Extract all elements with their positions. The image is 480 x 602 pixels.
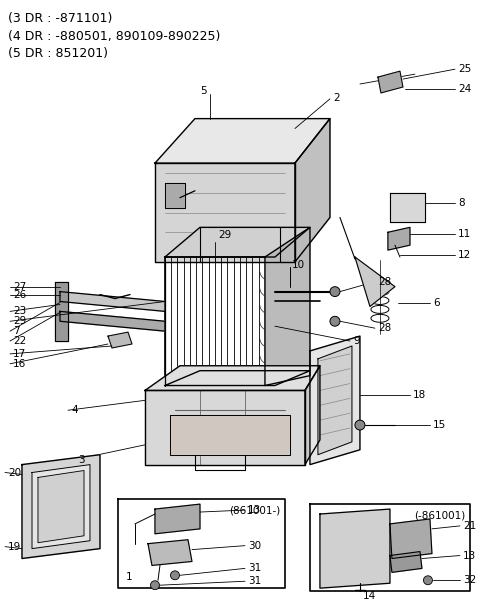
Polygon shape bbox=[295, 119, 330, 262]
Text: 8: 8 bbox=[458, 197, 465, 208]
Text: 31: 31 bbox=[248, 576, 261, 586]
Text: 28: 28 bbox=[378, 323, 391, 333]
Circle shape bbox=[330, 316, 340, 326]
Text: (-861001): (-861001) bbox=[414, 510, 465, 520]
Text: 32: 32 bbox=[463, 576, 476, 585]
Polygon shape bbox=[22, 455, 100, 559]
Text: 27: 27 bbox=[13, 282, 26, 291]
Circle shape bbox=[355, 420, 365, 430]
Polygon shape bbox=[32, 465, 90, 548]
Text: 25: 25 bbox=[458, 64, 471, 74]
Text: 3: 3 bbox=[78, 455, 84, 465]
Polygon shape bbox=[310, 336, 360, 465]
Polygon shape bbox=[108, 332, 132, 348]
Text: 11: 11 bbox=[458, 229, 471, 239]
Text: (4 DR : -880501, 890109-890225): (4 DR : -880501, 890109-890225) bbox=[8, 29, 220, 43]
Polygon shape bbox=[165, 183, 185, 208]
Circle shape bbox=[423, 576, 432, 585]
Text: 15: 15 bbox=[433, 420, 446, 430]
Polygon shape bbox=[390, 551, 422, 573]
Polygon shape bbox=[55, 282, 68, 341]
Text: (3 DR : -871101): (3 DR : -871101) bbox=[8, 12, 112, 25]
Text: 7: 7 bbox=[13, 326, 20, 336]
Polygon shape bbox=[355, 257, 395, 306]
Polygon shape bbox=[155, 163, 295, 262]
Text: 31: 31 bbox=[248, 563, 261, 573]
Polygon shape bbox=[265, 228, 310, 385]
Text: 13: 13 bbox=[248, 505, 261, 515]
Text: 24: 24 bbox=[458, 84, 471, 94]
Polygon shape bbox=[60, 291, 165, 311]
Circle shape bbox=[150, 581, 159, 589]
Text: 2: 2 bbox=[333, 93, 339, 103]
Polygon shape bbox=[165, 371, 310, 385]
Polygon shape bbox=[305, 366, 320, 465]
Text: 29: 29 bbox=[218, 230, 231, 240]
Polygon shape bbox=[165, 228, 310, 257]
Text: 10: 10 bbox=[292, 260, 305, 270]
Text: 9: 9 bbox=[353, 336, 360, 346]
Text: 17: 17 bbox=[13, 349, 26, 359]
Text: 29: 29 bbox=[13, 316, 26, 326]
Polygon shape bbox=[148, 540, 192, 565]
Text: 13: 13 bbox=[463, 551, 476, 560]
Text: 6: 6 bbox=[433, 299, 440, 308]
Circle shape bbox=[170, 571, 180, 580]
Polygon shape bbox=[155, 504, 200, 534]
Text: 5: 5 bbox=[200, 86, 207, 96]
Polygon shape bbox=[318, 346, 352, 455]
Polygon shape bbox=[38, 471, 84, 542]
Text: 28: 28 bbox=[378, 277, 391, 287]
Polygon shape bbox=[378, 71, 403, 93]
Polygon shape bbox=[60, 311, 165, 331]
Text: 30: 30 bbox=[248, 541, 261, 551]
Polygon shape bbox=[390, 519, 432, 559]
Polygon shape bbox=[145, 391, 305, 465]
Text: 26: 26 bbox=[13, 290, 26, 300]
Circle shape bbox=[330, 287, 340, 297]
Polygon shape bbox=[388, 228, 410, 250]
Text: 21: 21 bbox=[463, 521, 476, 531]
Text: 16: 16 bbox=[13, 359, 26, 369]
Polygon shape bbox=[145, 366, 320, 391]
Text: 1: 1 bbox=[126, 573, 132, 582]
Text: (5 DR : 851201): (5 DR : 851201) bbox=[8, 48, 108, 60]
Polygon shape bbox=[320, 509, 390, 588]
Text: 18: 18 bbox=[413, 391, 426, 400]
Text: 12: 12 bbox=[458, 250, 471, 260]
Text: 20: 20 bbox=[8, 468, 21, 477]
Text: 23: 23 bbox=[13, 306, 26, 317]
Text: 22: 22 bbox=[13, 336, 26, 346]
Polygon shape bbox=[390, 193, 425, 222]
Text: 19: 19 bbox=[8, 542, 21, 551]
Text: 14: 14 bbox=[363, 591, 376, 601]
Text: (861001-): (861001-) bbox=[228, 505, 280, 515]
Polygon shape bbox=[170, 415, 290, 455]
Text: 4: 4 bbox=[71, 405, 78, 415]
Polygon shape bbox=[155, 119, 330, 163]
